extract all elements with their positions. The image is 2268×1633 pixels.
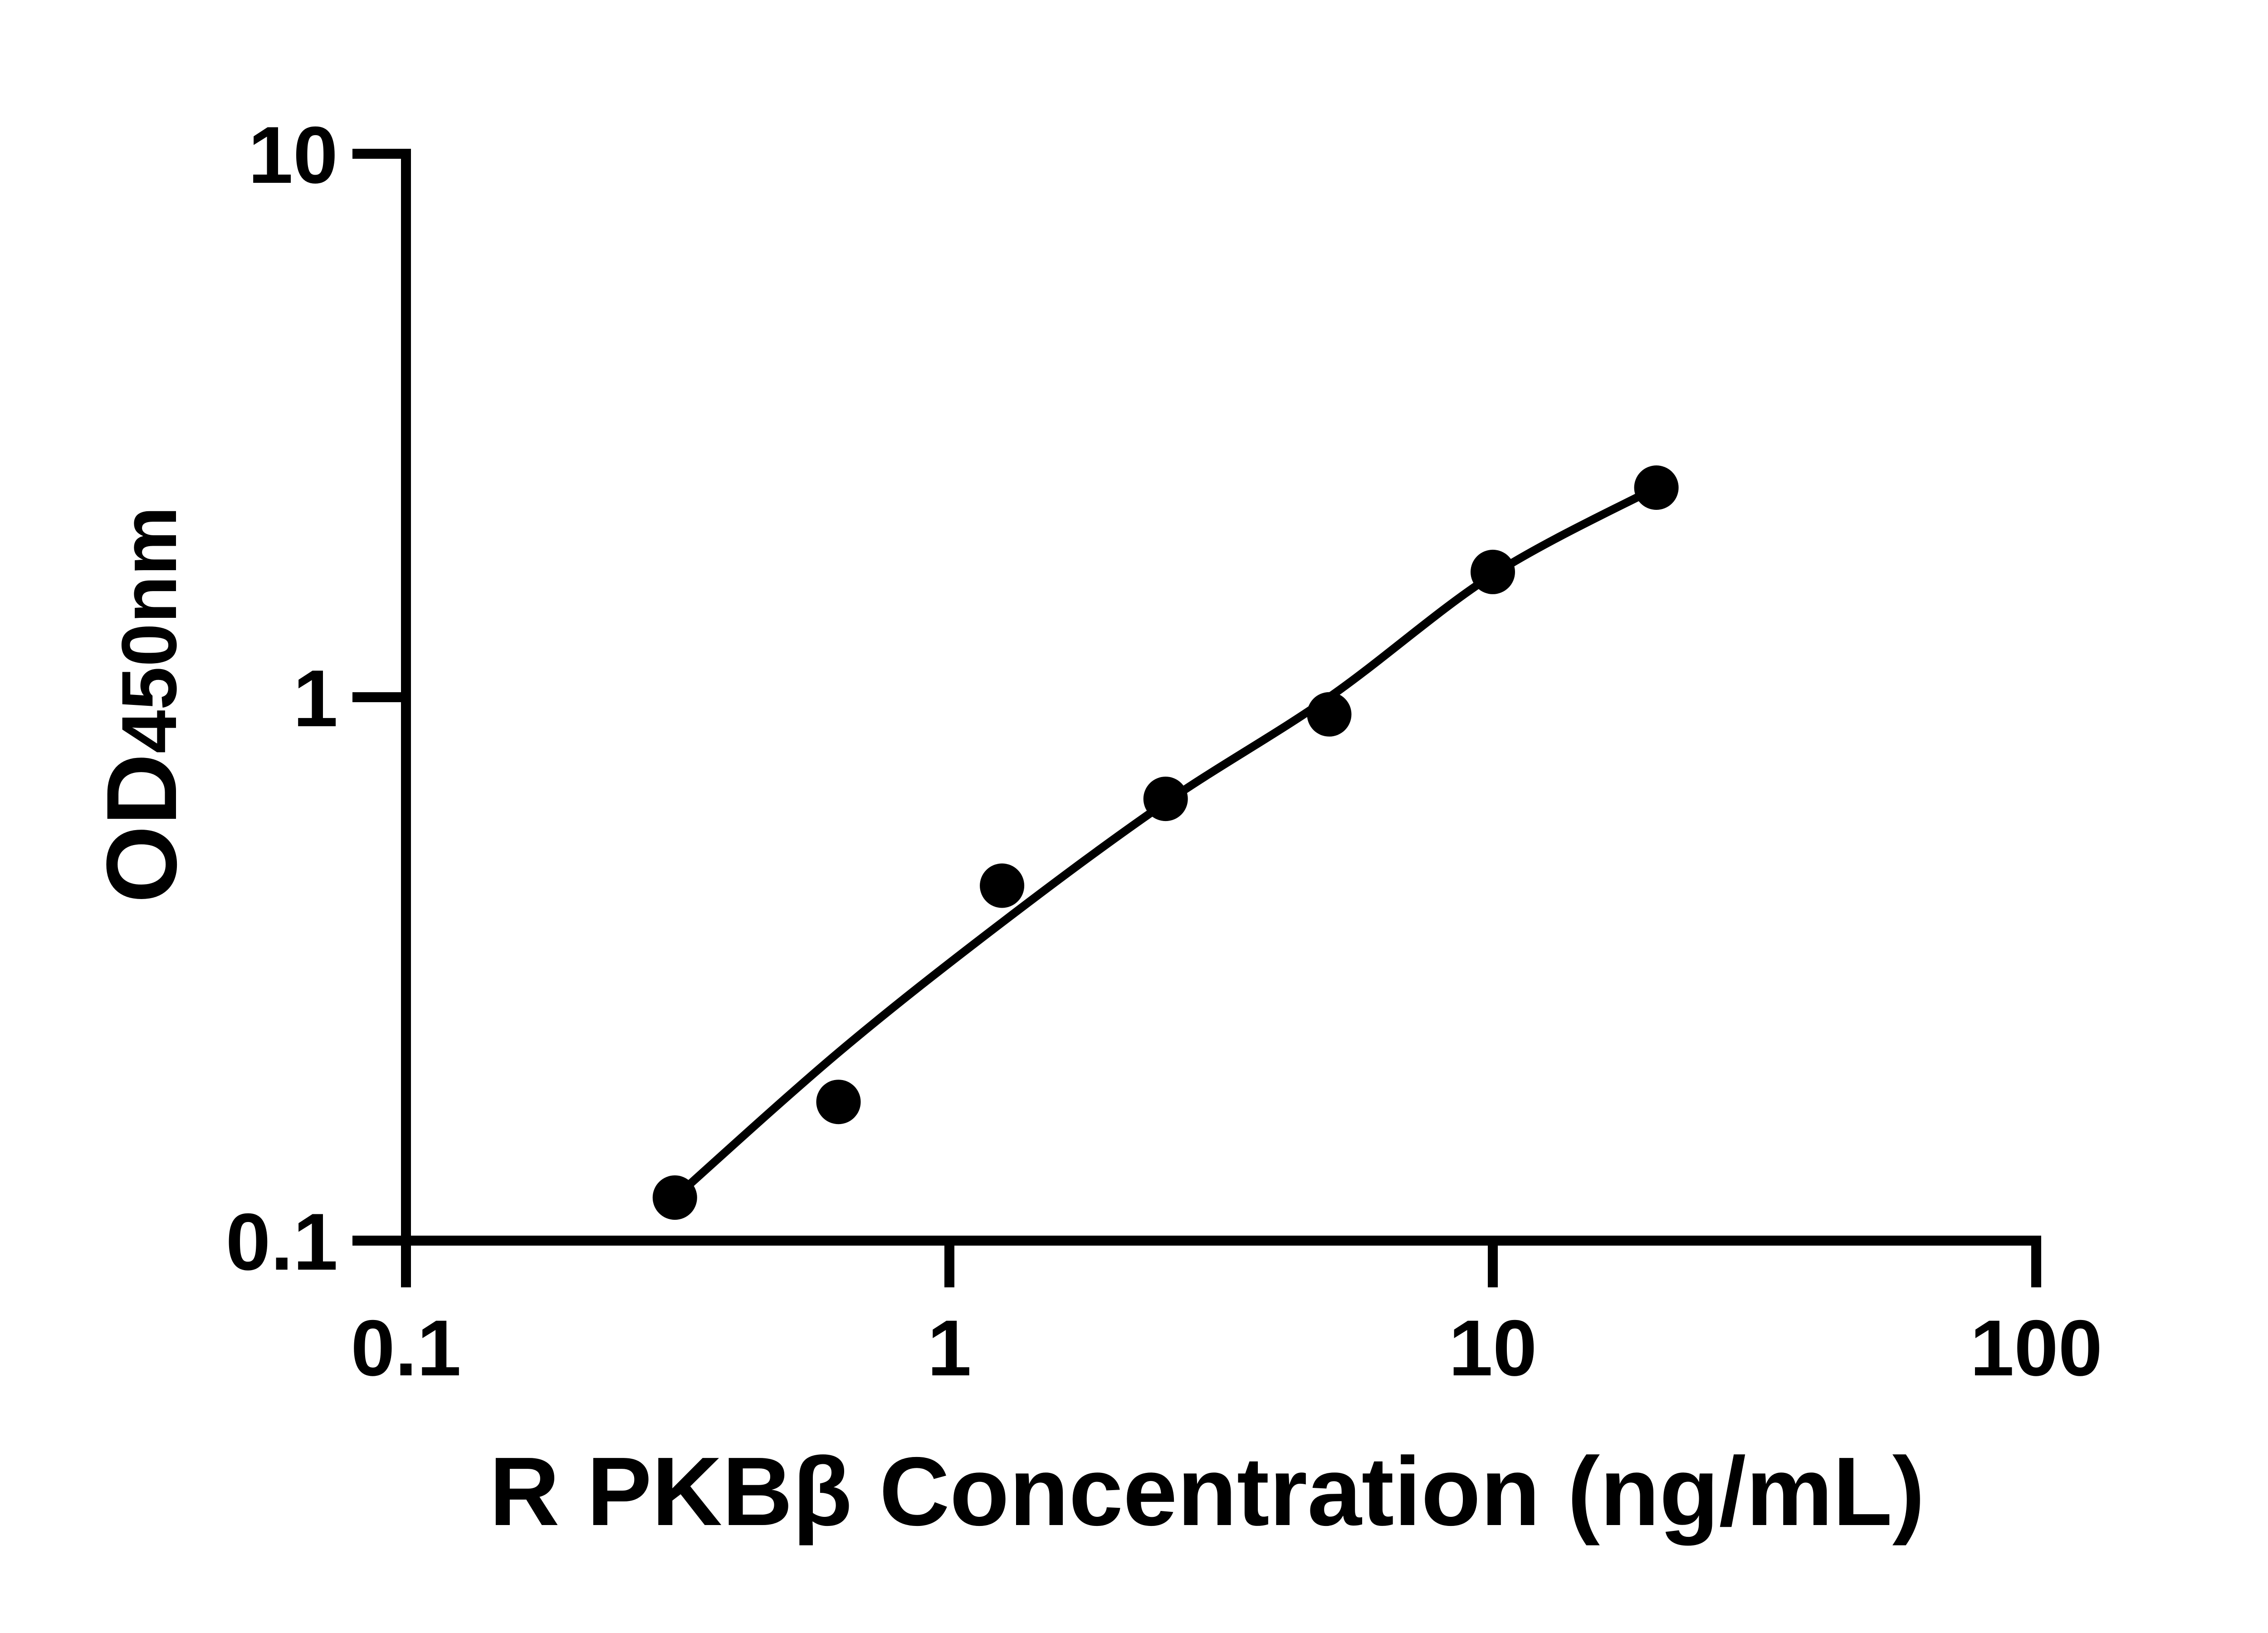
data-point-marker: [816, 1080, 861, 1125]
y-axis-title-main: OD: [86, 753, 197, 903]
y-tick-label: 0.1: [226, 1197, 338, 1287]
x-tick-label: 0.1: [351, 1304, 461, 1393]
y-axis-title: OD450nm: [86, 506, 197, 903]
x-axis-title: R PKBβ Concentration (ng/mL): [489, 1437, 1925, 1546]
data-point-marker: [1634, 465, 1679, 510]
data-point-marker: [1143, 777, 1188, 821]
data-points: [652, 465, 1679, 1220]
data-point-marker: [652, 1175, 697, 1220]
x-tick-label: 100: [1970, 1304, 2102, 1393]
axis-tick-labels: 10 1 0.10.1 1 10 100: [226, 110, 2102, 1393]
y-tick-label: 1: [293, 653, 338, 743]
y-tick-label: 10: [248, 110, 338, 200]
axis-lines: [401, 149, 2041, 1287]
axis-tick-marks: [352, 149, 2041, 1287]
data-point-marker: [1307, 692, 1352, 737]
y-axis-title-subscript: 450nm: [106, 506, 193, 753]
x-tick-label: 10: [1449, 1304, 1537, 1393]
data-point-marker: [1471, 549, 1515, 594]
x-tick-label: 1: [927, 1304, 971, 1393]
data-point-marker: [980, 863, 1025, 908]
